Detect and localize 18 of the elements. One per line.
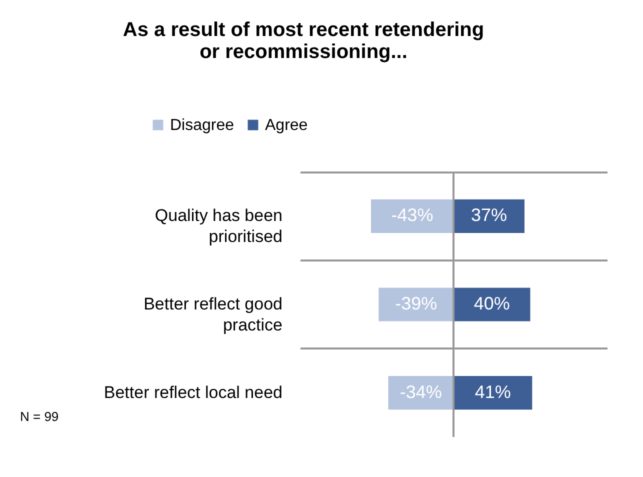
bar [454, 199, 524, 233]
y-tick-label: Better reflect local need [104, 382, 282, 402]
bar [454, 288, 530, 322]
text: N = 99 [20, 409, 59, 424]
data-label: -43% [391, 205, 434, 226]
data-label: 37% [470, 205, 508, 226]
data-label: -34% [400, 382, 442, 402]
bar [370, 199, 454, 233]
data-label: 41% [474, 382, 511, 402]
bar [454, 376, 532, 410]
y-tick-label: Better reflect good practice [144, 294, 282, 334]
legend-label: Agree [265, 117, 308, 134]
data-label: -39% [395, 294, 438, 314]
legend-label: Disagree [170, 117, 234, 134]
data-label: 40% [474, 294, 510, 314]
y-tick-label: Quality has been prioritised [154, 206, 282, 246]
chart-title: As a result of most recent retendering or recommissioning... [122, 19, 484, 63]
bar [378, 288, 454, 322]
